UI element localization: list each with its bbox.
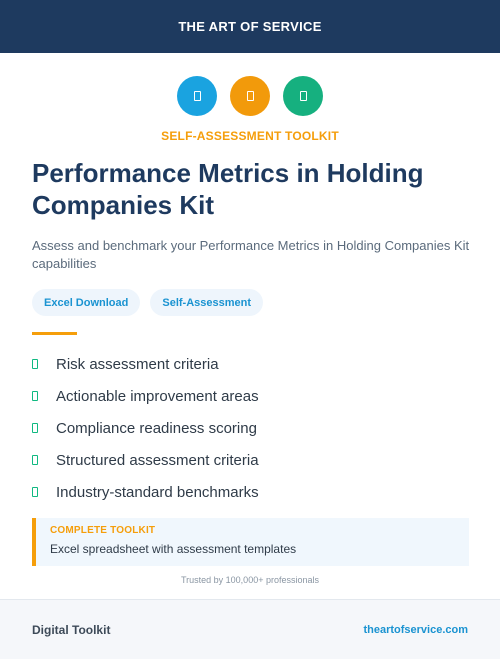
- check-icon: [32, 455, 38, 465]
- footer-bar: Digital Toolkit theartofservice.com: [0, 599, 500, 659]
- feature-item: Actionable improvement areas: [32, 380, 472, 412]
- feature-list: Risk assessment criteria Actionable impr…: [32, 348, 472, 508]
- trust-note: Trusted by 100,000+ professionals: [180, 575, 319, 585]
- icon-circle-blue: [177, 76, 217, 116]
- document-icon: [299, 91, 307, 101]
- accent-divider: [32, 332, 77, 335]
- feature-label: Risk assessment criteria: [56, 355, 219, 373]
- tag-self-assessment[interactable]: Self-Assessment: [150, 289, 264, 316]
- document-icon: [246, 91, 254, 101]
- feature-label: Industry-standard benchmarks: [56, 483, 259, 501]
- feature-item: Industry-standard benchmarks: [32, 476, 472, 508]
- feature-label: Compliance readiness scoring: [56, 419, 257, 437]
- icon-circle-orange: [230, 76, 270, 116]
- check-icon: [32, 359, 38, 369]
- feature-item: Compliance readiness scoring: [32, 412, 472, 444]
- feature-item: Risk assessment criteria: [32, 348, 472, 380]
- tag-list: Excel Download Self-Assessment: [32, 289, 264, 316]
- document-icon: [193, 91, 201, 101]
- toolkit-callout: COMPLETE TOOLKIT Excel spreadsheet with …: [32, 518, 469, 566]
- callout-text: Excel spreadsheet with assessment templa…: [50, 542, 297, 556]
- header-bar: THE ART OF SERVICE: [0, 0, 500, 53]
- brand-name: THE ART OF SERVICE: [178, 19, 322, 34]
- tag-excel-download[interactable]: Excel Download: [32, 289, 141, 316]
- eyebrow-label: SELF-ASSESSMENT TOOLKIT: [161, 129, 339, 143]
- callout-title: COMPLETE TOOLKIT: [50, 525, 156, 536]
- footer-label: Digital Toolkit: [32, 622, 111, 637]
- check-icon: [32, 391, 38, 401]
- check-icon: [32, 423, 38, 433]
- icon-circle-green: [283, 76, 323, 116]
- footer-link[interactable]: theartofservice.com: [363, 623, 468, 636]
- feature-item: Structured assessment criteria: [32, 444, 472, 476]
- page-title: Performance Metrics in Holding Companies…: [32, 158, 424, 220]
- feature-label: Structured assessment criteria: [56, 451, 259, 469]
- icon-row: [0, 76, 500, 116]
- page-subtitle: Assess and benchmark your Performance Me…: [32, 238, 470, 271]
- feature-label: Actionable improvement areas: [56, 387, 259, 405]
- check-icon: [32, 487, 38, 497]
